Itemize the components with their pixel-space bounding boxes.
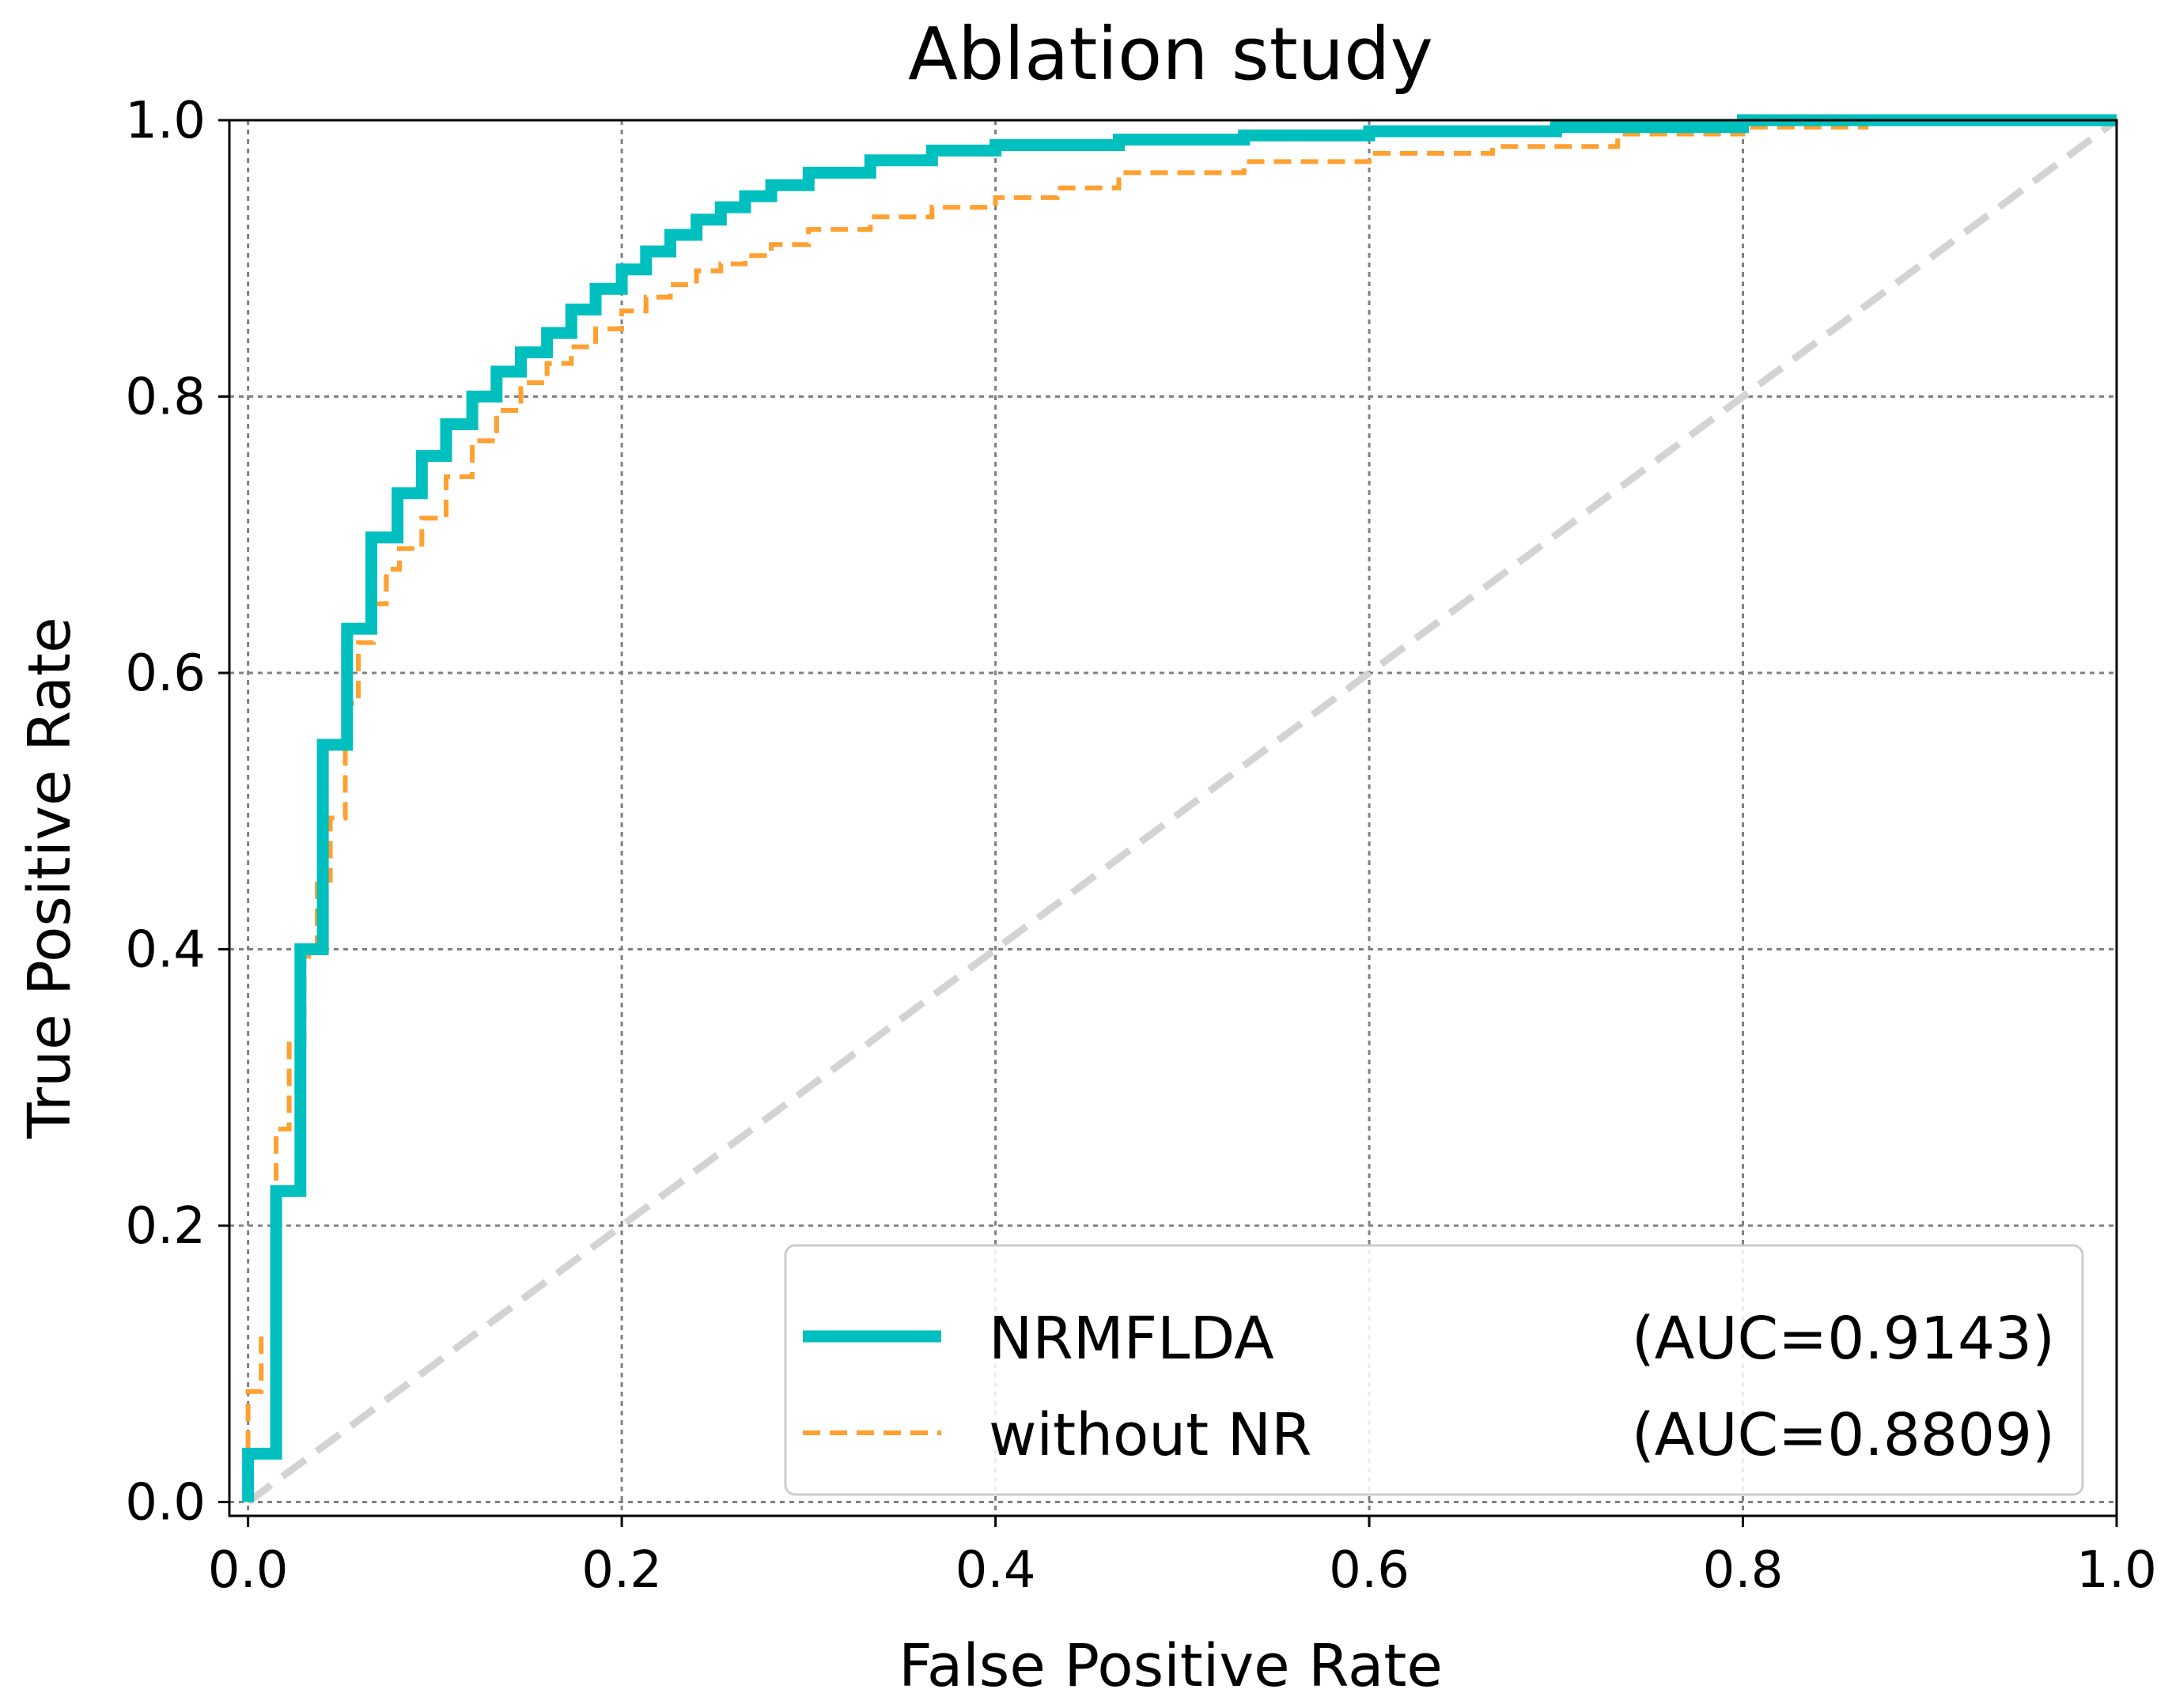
y-axis-label: True Positive Rate [16,617,84,1139]
chart-title: Ablation study [908,12,1433,96]
y-tick-label: 0.2 [125,1197,206,1256]
series-layer [242,114,2119,1506]
y-tick-label: 0.6 [125,644,206,703]
legend-label-without-nr: without NR [989,1401,1311,1469]
legend-label-nrmflda: NRMFLDA [989,1305,1274,1373]
plot-frame [228,119,2118,1517]
legend-box [784,1244,2084,1496]
chance-diagonal-line [245,117,2119,1506]
y-tick-label: 0.4 [125,921,206,980]
y-tick-label: 1.0 [125,92,206,150]
tick-layer: 0.0 0.2 0.4 0.6 0.8 1.0 0.0 0.2 0.4 0.6 0.8 1.0 [125,92,2157,1600]
legend-auc-nrmflda: (AUC=0.9143) [1632,1305,2055,1373]
x-tick-label: 0.4 [955,1541,1036,1600]
series-line-nrmflda [242,114,2117,1502]
x-tick-label: 0.0 [208,1541,289,1600]
x-axis-label: False Positive Rate [899,1632,1443,1700]
x-tick-label: 0.8 [1703,1541,1784,1600]
y-tick-label: 0.8 [125,368,206,427]
x-tick-label: 0.6 [1329,1541,1410,1600]
legend: NRMFLDA (AUC=0.9143) without NR (AUC=0.8… [784,1244,2084,1496]
x-tick-label: 0.2 [581,1541,662,1600]
y-tick-label: 0.0 [125,1474,206,1532]
legend-auc-without-nr: (AUC=0.8809) [1632,1401,2055,1469]
series-line-without-nr [245,118,2117,1502]
x-tick-label: 1.0 [2076,1541,2157,1600]
